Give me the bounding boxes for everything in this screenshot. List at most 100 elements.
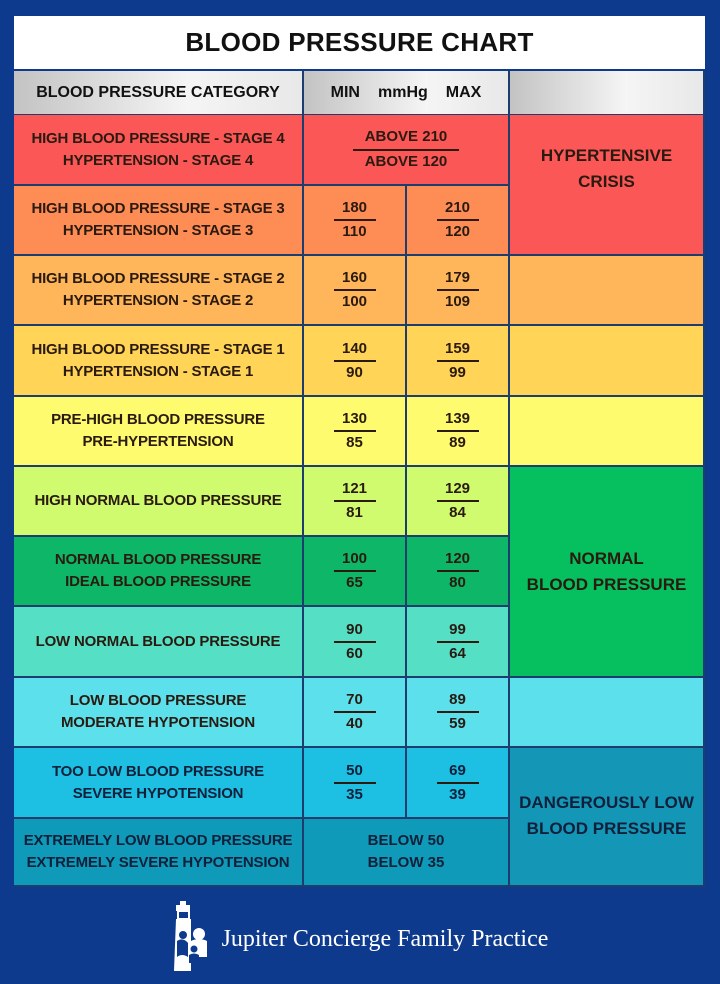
min-diastolic: 60 <box>346 644 363 662</box>
category-cell: HIGH BLOOD PRESSURE - STAGE 3 HYPERTENSIO… <box>14 186 304 256</box>
group-cell <box>510 397 705 467</box>
group-cell: NORMAL BLOOD PRESSURE <box>510 467 705 678</box>
category-line2: PRE-HYPERTENSION <box>82 433 234 450</box>
min-systolic: 180 <box>333 198 376 221</box>
category-line2: HYPERTENSION - STAGE 4 <box>62 151 254 169</box>
min-diastolic: 35 <box>346 785 363 803</box>
category-line1: HIGH BLOOD PRESSURE - STAGE 2 <box>31 270 285 287</box>
range-span-cell: BELOW 50 BELOW 35 <box>304 819 510 887</box>
group-label-line1: NORMAL <box>569 548 644 568</box>
min-diastolic: 90 <box>346 363 363 381</box>
min-value-cell: 50 35 <box>304 748 407 819</box>
max-systolic: 159 <box>436 339 479 362</box>
category-line2: SEVERE HYPOTENSION <box>72 784 244 802</box>
category-cell: EXTREMELY LOW BLOOD PRESSURE EXTREMELY SE… <box>14 819 304 887</box>
range-top: BELOW 50 <box>367 832 445 849</box>
min-value-cell: 121 81 <box>304 467 407 537</box>
max-diastolic: 80 <box>449 574 466 591</box>
category-cell: PRE-HIGH BLOOD PRESSURE PRE-HYPERTENSION <box>14 397 304 467</box>
max-value-cell: 89 59 <box>407 678 510 748</box>
max-systolic: 120 <box>436 549 479 572</box>
category-line2: HYPERTENSION - STAGE 3 <box>62 222 254 239</box>
min-diastolic: 85 <box>346 434 363 451</box>
min-systolic: 140 <box>333 339 376 362</box>
category-line1: HIGH BLOOD PRESSURE - STAGE 4 <box>31 129 285 147</box>
min-value-cell: 140 90 <box>304 326 407 397</box>
max-value-cell: 99 64 <box>407 607 510 678</box>
footer: Jupiter Concierge Family Practice <box>0 890 720 984</box>
range-bottom: BELOW 35 <box>367 854 445 871</box>
category-cell: LOW BLOOD PRESSURE MODERATE HYPOTENSION <box>14 678 304 748</box>
group-label-line1: HYPERTENSIVE <box>540 146 673 165</box>
min-value-cell: 180 110 <box>304 186 407 256</box>
max-systolic: 129 <box>436 479 479 502</box>
min-value-cell: 130 85 <box>304 397 407 467</box>
max-diastolic: 120 <box>444 223 471 240</box>
max-value-cell: 120 80 <box>407 537 510 607</box>
category-line1: HIGH BLOOD PRESSURE - STAGE 3 <box>31 200 285 217</box>
min-value-cell: 160 100 <box>304 256 407 326</box>
category-cell: HIGH NORMAL BLOOD PRESSURE <box>14 467 304 537</box>
header-min-label: MIN <box>330 83 360 101</box>
min-systolic: 90 <box>333 620 376 643</box>
group-cell: HYPERTENSIVE CRISIS <box>510 115 705 256</box>
min-diastolic: 40 <box>346 715 363 732</box>
header-mmhg: MIN mmHg MAX <box>304 71 510 116</box>
group-label-line2: BLOOD PRESSURE <box>526 574 687 594</box>
header-max-label: MAX <box>445 83 482 101</box>
group-cell <box>510 678 705 748</box>
chart-title: BLOOD PRESSURE CHART <box>14 16 705 69</box>
category-line2: HYPERTENSION - STAGE 2 <box>62 292 254 309</box>
min-systolic: 70 <box>333 690 376 713</box>
category-line2: EXTREMELY SEVERE HYPOTENSION <box>26 854 290 871</box>
min-value-cell: 90 60 <box>304 607 407 678</box>
category-line2: IDEAL BLOOD PRESSURE <box>65 573 251 590</box>
max-systolic: 210 <box>436 198 479 221</box>
category-line1: EXTREMELY LOW BLOOD PRESSURE <box>23 832 293 849</box>
lighthouse-family-icon <box>172 897 212 978</box>
min-systolic: 121 <box>333 479 376 502</box>
category-line1: LOW NORMAL BLOOD PRESSURE <box>35 632 281 650</box>
min-systolic: 100 <box>333 549 376 572</box>
header-unit-label: mmHg <box>377 83 428 101</box>
category-cell: LOW NORMAL BLOOD PRESSURE <box>14 607 304 678</box>
category-line1: PRE-HIGH BLOOD PRESSURE <box>51 411 265 428</box>
group-cell: DANGEROUSLY LOW BLOOD PRESSURE <box>510 748 705 887</box>
min-diastolic: 81 <box>346 504 363 521</box>
min-value-cell: 100 65 <box>304 537 407 607</box>
category-line1: TOO LOW BLOOD PRESSURE <box>51 762 264 780</box>
category-line2: HYPERTENSION - STAGE 1 <box>62 362 254 380</box>
max-diastolic: 64 <box>449 644 466 662</box>
max-systolic: 99 <box>436 620 479 643</box>
min-value-cell: 70 40 <box>304 678 407 748</box>
max-systolic: 69 <box>436 761 479 784</box>
min-diastolic: 110 <box>342 223 367 240</box>
group-label-line2: CRISIS <box>578 172 635 191</box>
group-label-line2: BLOOD PRESSURE <box>526 819 687 838</box>
max-systolic: 139 <box>436 409 479 432</box>
range-bottom: ABOVE 120 <box>364 153 448 170</box>
category-cell: HIGH BLOOD PRESSURE - STAGE 4 HYPERTENSIO… <box>14 115 304 186</box>
header-category-label: BLOOD PRESSURE CATEGORY <box>36 83 280 101</box>
max-diastolic: 99 <box>449 363 466 381</box>
max-diastolic: 84 <box>449 504 466 521</box>
max-diastolic: 59 <box>449 715 466 732</box>
range-span-cell: ABOVE 210 ABOVE 120 <box>304 115 510 186</box>
min-systolic: 50 <box>333 761 376 784</box>
max-diastolic: 89 <box>449 434 466 451</box>
category-cell: HIGH BLOOD PRESSURE - STAGE 1 HYPERTENSIO… <box>14 326 304 397</box>
max-value-cell: 210 120 <box>407 186 510 256</box>
max-value-cell: 129 84 <box>407 467 510 537</box>
min-systolic: 160 <box>333 268 376 291</box>
category-line1: HIGH BLOOD PRESSURE - STAGE 1 <box>31 340 285 358</box>
min-diastolic: 100 <box>341 293 368 310</box>
group-label-line1: DANGEROUSLY LOW <box>519 793 694 812</box>
max-systolic: 89 <box>436 690 479 713</box>
category-line1: LOW BLOOD PRESSURE <box>69 692 247 709</box>
category-line2: MODERATE HYPOTENSION <box>60 714 256 731</box>
range-top: ABOVE 210 <box>352 126 460 151</box>
category-cell: HIGH BLOOD PRESSURE - STAGE 2 HYPERTENSIO… <box>14 256 304 326</box>
max-value-cell: 69 39 <box>407 748 510 819</box>
header-category: BLOOD PRESSURE CATEGORY <box>14 71 304 116</box>
category-cell: TOO LOW BLOOD PRESSURE SEVERE HYPOTENSION <box>14 748 304 819</box>
